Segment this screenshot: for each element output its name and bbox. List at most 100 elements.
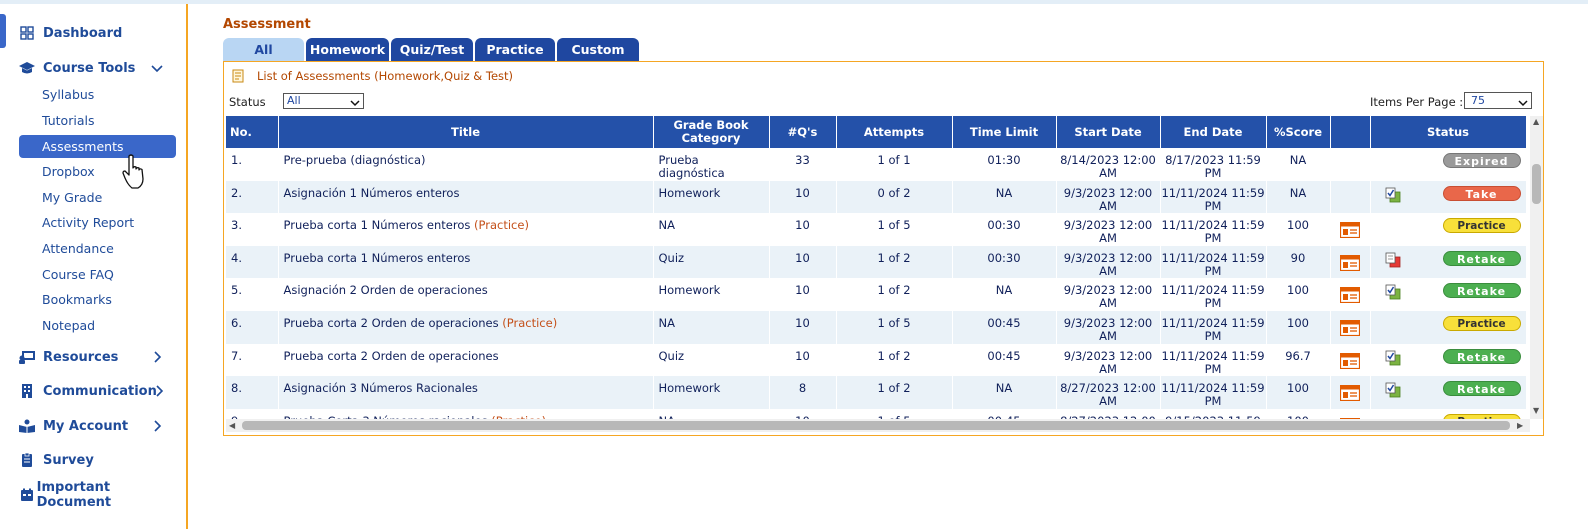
sidebar-item-activity-report[interactable]: Activity Report bbox=[42, 215, 135, 230]
scroll-up-arrow[interactable]: ▲ bbox=[1533, 117, 1540, 126]
sidebar-item-communication[interactable]: Communication bbox=[18, 379, 164, 403]
cell-status: Retake bbox=[1370, 245, 1527, 279]
assessment-title[interactable]: Pre-prueba (diagnóstica) bbox=[283, 153, 426, 167]
header-attempts[interactable]: Attempts bbox=[836, 116, 953, 148]
cell-attempts: 1 of 2 bbox=[836, 376, 953, 409]
items-per-page-select[interactable]: 75 bbox=[1464, 92, 1532, 109]
cell-time-limit: NA bbox=[952, 278, 1057, 311]
status-retake-button[interactable]: Retake bbox=[1442, 250, 1521, 266]
cell-category: Homework bbox=[653, 376, 770, 409]
table-row: 9.Prueba Corta 3 Números racionales (Pra… bbox=[226, 408, 1527, 419]
cell-title[interactable]: Prueba Corta 3 Números racionales (Pract… bbox=[278, 408, 654, 419]
cell-title[interactable]: Asignación 2 Orden de operaciones bbox=[278, 278, 654, 311]
tab-custom[interactable]: Custom bbox=[557, 38, 639, 61]
sidebar-item-my-grade[interactable]: My Grade bbox=[42, 190, 103, 205]
assessment-title[interactable]: Prueba corta 1 Números enteros bbox=[283, 250, 471, 265]
header-report bbox=[1330, 116, 1371, 148]
sidebar-item-important-document[interactable]: Important Document bbox=[18, 480, 186, 510]
cell-questions: 10 bbox=[769, 213, 837, 246]
submitted-doc-icon[interactable] bbox=[1385, 284, 1401, 300]
assessment-title[interactable]: Prueba corta 1 Números enteros bbox=[283, 218, 471, 233]
scroll-left-arrow[interactable]: ◀ bbox=[229, 421, 236, 430]
report-icon[interactable] bbox=[1339, 385, 1361, 402]
status-retake-button[interactable]: Retake bbox=[1442, 283, 1521, 299]
report-icon[interactable] bbox=[1339, 222, 1361, 239]
sidebar-item-dropbox[interactable]: Dropbox bbox=[42, 164, 95, 179]
assessment-title[interactable]: Asignación 1 Números enteros bbox=[283, 185, 460, 200]
cell-title[interactable]: Prueba corta 2 Orden de operaciones bbox=[278, 343, 654, 377]
submitted-doc-icon[interactable] bbox=[1385, 187, 1401, 203]
status-retake-button[interactable]: Retake bbox=[1442, 381, 1521, 397]
status-retake-button[interactable]: Retake bbox=[1442, 348, 1521, 364]
cell-score: 96.7 bbox=[1266, 343, 1331, 377]
sidebar-item-notepad[interactable]: Notepad bbox=[42, 318, 96, 333]
tab-quiz-test[interactable]: Quiz/Test bbox=[391, 38, 473, 61]
cell-title[interactable]: Asignación 3 Números Racionales bbox=[278, 376, 654, 409]
report-icon[interactable] bbox=[1339, 287, 1361, 304]
cell-no: 7. bbox=[226, 343, 279, 377]
cell-category: Homework bbox=[653, 278, 770, 311]
cell-report bbox=[1330, 278, 1371, 311]
sidebar-item-course-faq[interactable]: Course FAQ bbox=[42, 267, 114, 282]
tab-homework[interactable]: Homework bbox=[306, 38, 389, 61]
header-time-limit[interactable]: Time Limit bbox=[952, 116, 1057, 148]
notepad-icon bbox=[231, 69, 245, 83]
scroll-down-arrow[interactable]: ▼ bbox=[1533, 406, 1540, 415]
header-status[interactable]: Status bbox=[1370, 116, 1527, 148]
scroll-right-arrow[interactable]: ▶ bbox=[1517, 421, 1524, 430]
sidebar-item-tutorials[interactable]: Tutorials bbox=[42, 113, 95, 128]
header-score[interactable]: %Score bbox=[1266, 116, 1331, 148]
sidebar-item-course-tools[interactable]: Course Tools bbox=[18, 56, 163, 80]
submitted-doc-icon[interactable] bbox=[1385, 350, 1401, 366]
sidebar-item-bookmarks[interactable]: Bookmarks bbox=[42, 292, 112, 307]
practice-tag: (Practice) bbox=[474, 218, 529, 233]
header-questions[interactable]: #Q's bbox=[769, 116, 837, 148]
cell-no: 3. bbox=[226, 213, 279, 246]
table-row: 2. Asignación 1 Números enteros Homework 1… bbox=[226, 180, 1527, 214]
sidebar-item-my-account[interactable]: My Account bbox=[18, 414, 162, 438]
unsubmitted-doc-icon[interactable] bbox=[1385, 252, 1401, 268]
assessment-title[interactable]: Asignación 3 Números Racionales bbox=[283, 381, 478, 396]
report-icon[interactable] bbox=[1339, 319, 1361, 337]
horizontal-scroll-thumb[interactable] bbox=[242, 421, 1510, 430]
sidebar-item-attendance[interactable]: Attendance bbox=[42, 241, 114, 256]
assessment-title[interactable]: Prueba Corta 3 Números racionales bbox=[284, 414, 488, 419]
status-take-button[interactable]: Take bbox=[1442, 185, 1521, 201]
status-expired-button[interactable]: Expired bbox=[1442, 153, 1521, 168]
header-start-date[interactable]: Start Date bbox=[1056, 116, 1161, 148]
cell-title[interactable]: Pre-prueba (diagnóstica) bbox=[278, 148, 654, 181]
sidebar-item-dashboard[interactable]: Dashboard bbox=[18, 21, 122, 45]
assessment-title[interactable]: Prueba corta 2 Orden de operaciones bbox=[283, 348, 499, 363]
cell-report bbox=[1330, 245, 1371, 279]
status-practice-button[interactable]: Practice bbox=[1442, 218, 1521, 234]
tab-all[interactable]: All bbox=[223, 38, 304, 61]
header-end-date[interactable]: End Date bbox=[1160, 116, 1267, 148]
sidebar-item-survey[interactable]: Survey bbox=[18, 448, 94, 472]
cell-start-date: 8/27/2023 12:00 AM bbox=[1056, 408, 1161, 419]
sidebar-item-resources[interactable]: Resources bbox=[18, 345, 162, 369]
report-icon[interactable] bbox=[1339, 417, 1361, 419]
cell-title[interactable]: Prueba corta 1 Números enteros bbox=[278, 245, 654, 279]
assessment-title[interactable]: Prueba corta 2 Orden de operaciones bbox=[283, 315, 499, 330]
sidebar-item-assessments[interactable]: Assessments bbox=[19, 135, 176, 158]
assessment-title[interactable]: Asignación 2 Orden de operaciones bbox=[283, 283, 488, 298]
cell-title[interactable]: Asignación 1 Números enteros bbox=[278, 180, 654, 214]
report-icon[interactable] bbox=[1339, 352, 1361, 369]
status-filter-select[interactable]: All bbox=[283, 93, 364, 109]
header-title[interactable]: Title bbox=[278, 116, 654, 148]
cell-title[interactable]: Prueba corta 1 Números enteros (Practice… bbox=[278, 213, 654, 246]
tab-practice[interactable]: Practice bbox=[475, 38, 555, 61]
report-icon[interactable] bbox=[1339, 254, 1361, 271]
horizontal-scrollbar[interactable]: ◀ ▶ bbox=[226, 419, 1530, 432]
vertical-scroll-thumb[interactable] bbox=[1532, 164, 1541, 204]
cell-category: Quiz bbox=[653, 245, 770, 279]
sidebar-item-label: Communication bbox=[43, 383, 157, 399]
sidebar-item-label: Important Document bbox=[36, 480, 112, 510]
sidebar-item-syllabus[interactable]: Syllabus bbox=[42, 87, 95, 102]
status-practice-button[interactable]: Practice bbox=[1442, 315, 1521, 331]
vertical-scrollbar[interactable]: ▲ ▼ bbox=[1530, 116, 1543, 419]
header-grade-book-category[interactable]: Grade Book Category bbox=[653, 116, 770, 148]
header-no[interactable]: No. bbox=[226, 116, 279, 148]
cell-title[interactable]: Prueba corta 2 Orden de operaciones (Pra… bbox=[278, 310, 654, 344]
submitted-doc-icon[interactable] bbox=[1385, 382, 1401, 398]
